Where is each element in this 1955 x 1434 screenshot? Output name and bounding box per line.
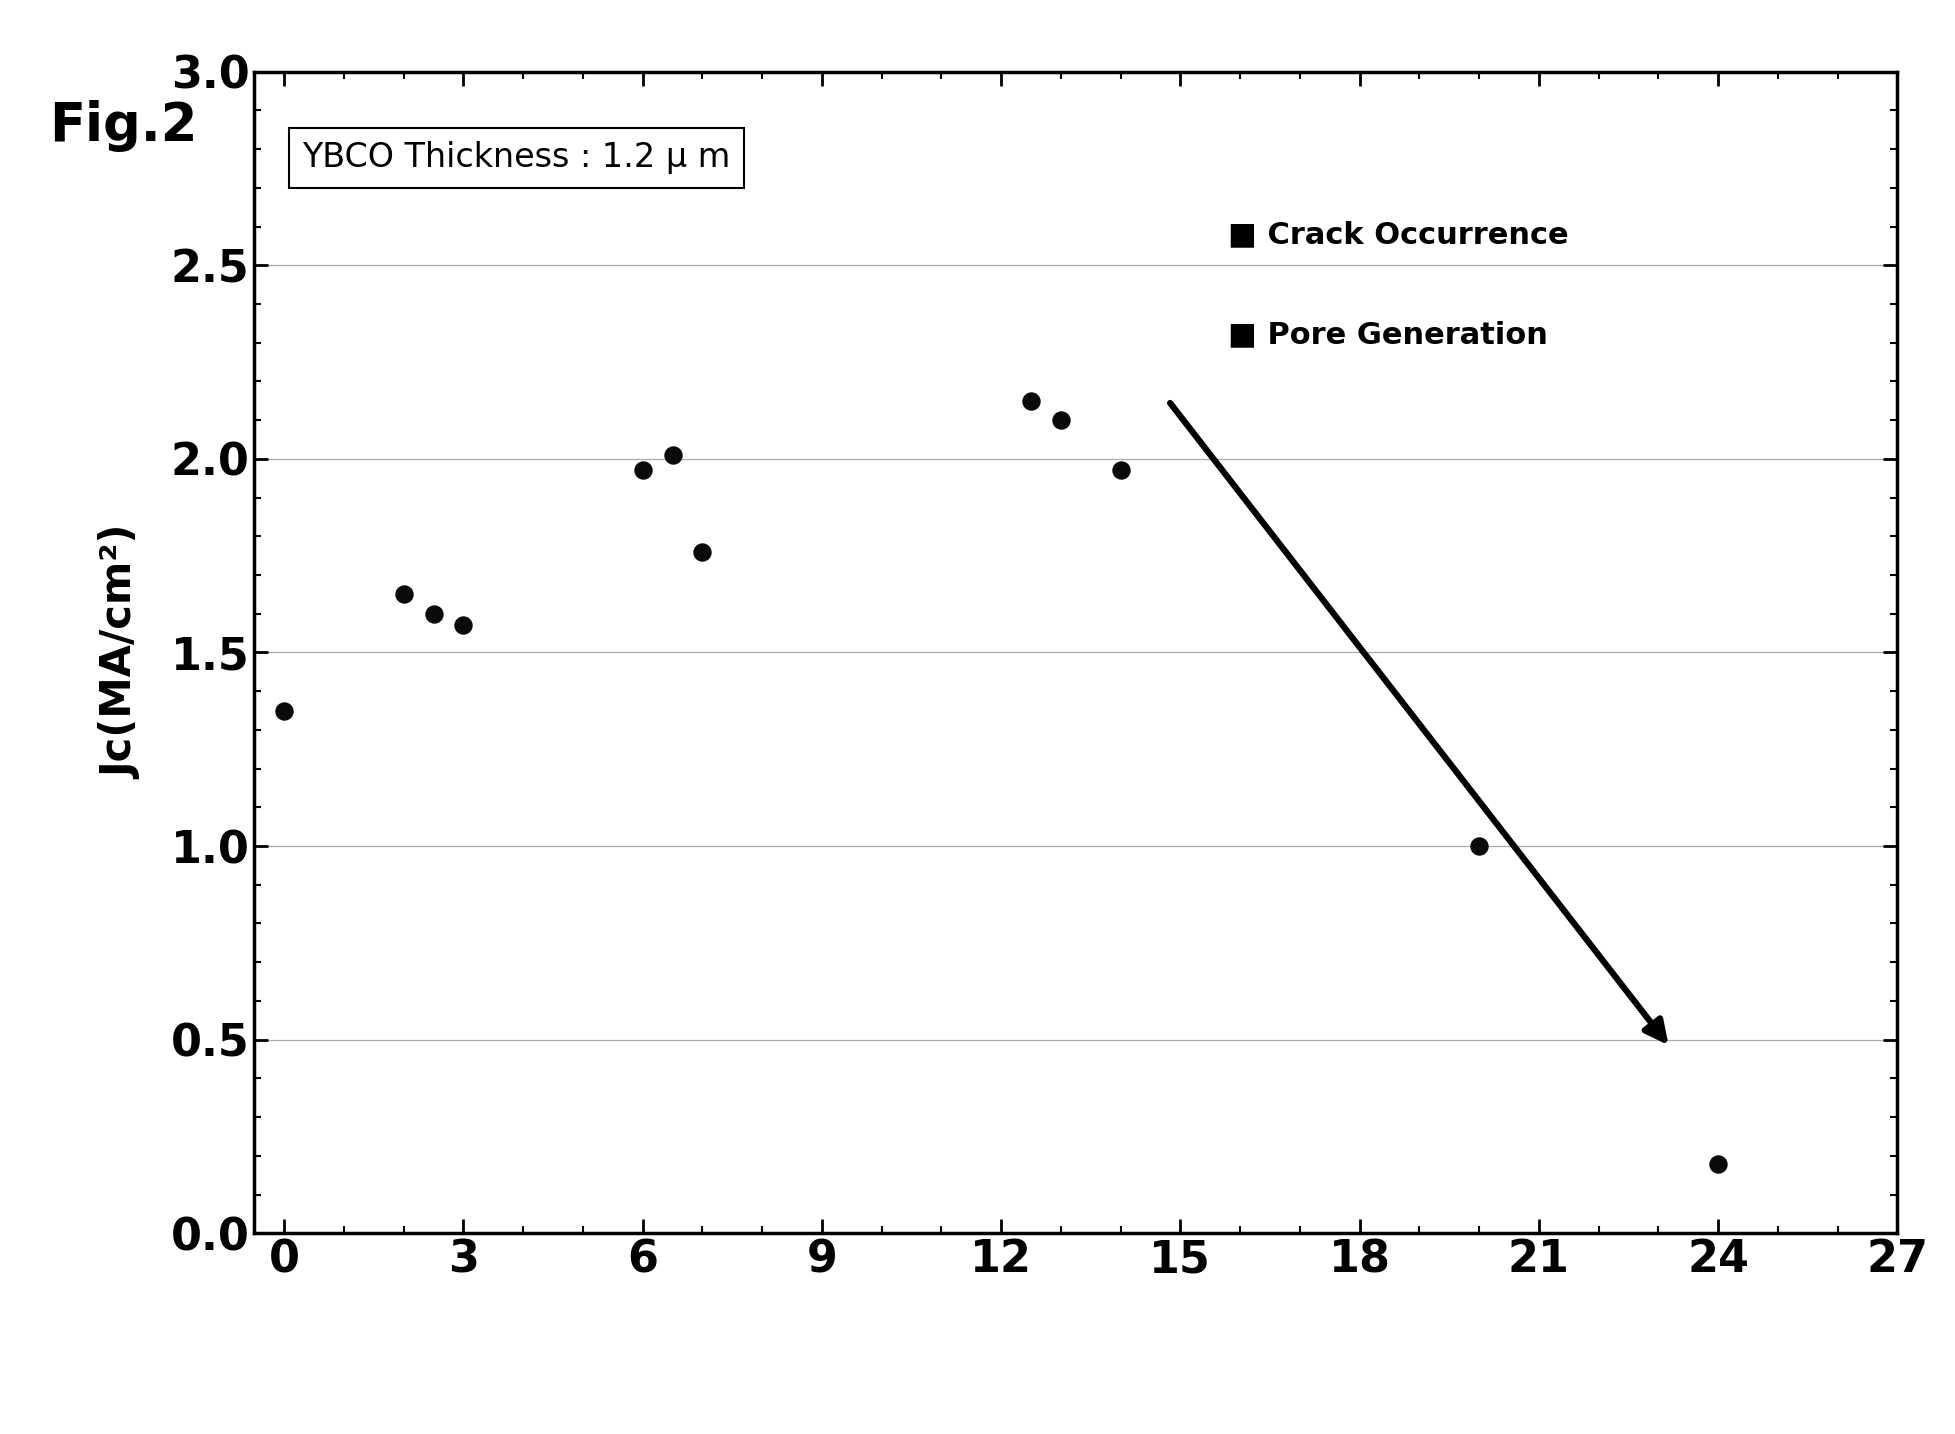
Point: [1105, 459, 1136, 482]
Text: YBCO Thickness : 1.2 μ m: YBCO Thickness : 1.2 μ m: [301, 142, 729, 175]
Point: [657, 443, 688, 466]
Point: [387, 584, 418, 607]
Y-axis label: Jc(MA/cm²): Jc(MA/cm²): [102, 526, 143, 779]
Point: [268, 700, 299, 723]
Point: [628, 459, 659, 482]
Point: [1701, 1152, 1732, 1174]
Text: ■ Crack Occurrence: ■ Crack Occurrence: [1228, 219, 1568, 250]
Text: Fig.2: Fig.2: [49, 100, 197, 152]
Point: [448, 614, 479, 637]
Text: ■ Pore Generation: ■ Pore Generation: [1228, 320, 1546, 350]
Point: [1044, 409, 1075, 432]
Point: [1462, 835, 1494, 858]
Point: [686, 541, 717, 564]
Point: [418, 602, 450, 625]
Point: [1015, 390, 1046, 413]
